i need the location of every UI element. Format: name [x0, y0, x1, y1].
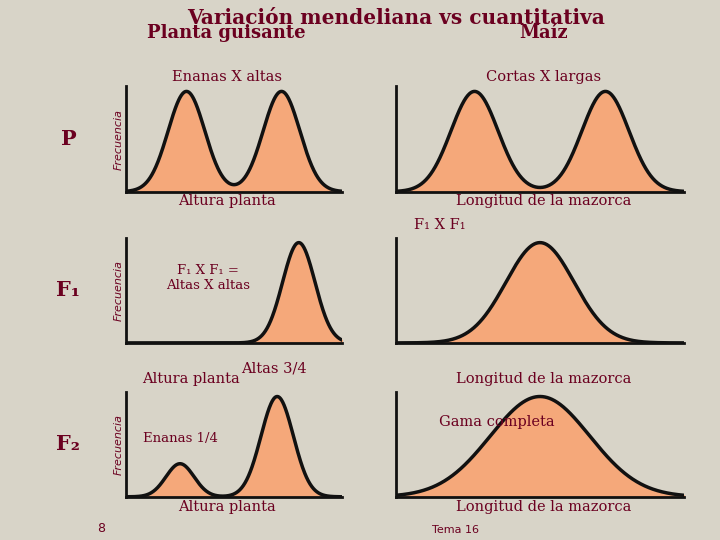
Y-axis label: Frecuencia: Frecuencia	[113, 414, 123, 475]
Text: Planta guisante: Planta guisante	[148, 24, 306, 42]
Text: Longitud de la mazorca: Longitud de la mazorca	[456, 372, 631, 386]
Text: Altura planta: Altura planta	[142, 372, 240, 386]
Y-axis label: Frecuencia: Frecuencia	[113, 109, 123, 170]
Text: Altura planta: Altura planta	[178, 194, 276, 208]
Text: 8: 8	[96, 522, 105, 535]
Text: Altura planta: Altura planta	[178, 500, 276, 514]
Text: F₁ X F₁: F₁ X F₁	[414, 218, 466, 232]
Y-axis label: Frecuencia: Frecuencia	[113, 260, 123, 321]
Text: F₁: F₁	[56, 280, 81, 300]
Text: Gama completa: Gama completa	[439, 415, 554, 429]
Text: Maíz: Maíz	[519, 24, 568, 42]
Text: F₁ X F₁ =
Altas X altas: F₁ X F₁ = Altas X altas	[166, 264, 250, 292]
Text: Enanas 1/4: Enanas 1/4	[143, 433, 218, 446]
Text: Variación mendeliana vs cuantitativa: Variación mendeliana vs cuantitativa	[187, 8, 605, 28]
Text: Tema 16: Tema 16	[432, 524, 479, 535]
Text: Cortas X largas: Cortas X largas	[486, 70, 601, 84]
Text: F₂: F₂	[56, 434, 81, 454]
Text: Longitud de la mazorca: Longitud de la mazorca	[456, 194, 631, 208]
Text: P: P	[60, 129, 76, 149]
Text: Enanas X altas: Enanas X altas	[172, 70, 282, 84]
Text: Longitud de la mazorca: Longitud de la mazorca	[456, 500, 631, 514]
Text: Altas 3/4: Altas 3/4	[240, 361, 307, 375]
